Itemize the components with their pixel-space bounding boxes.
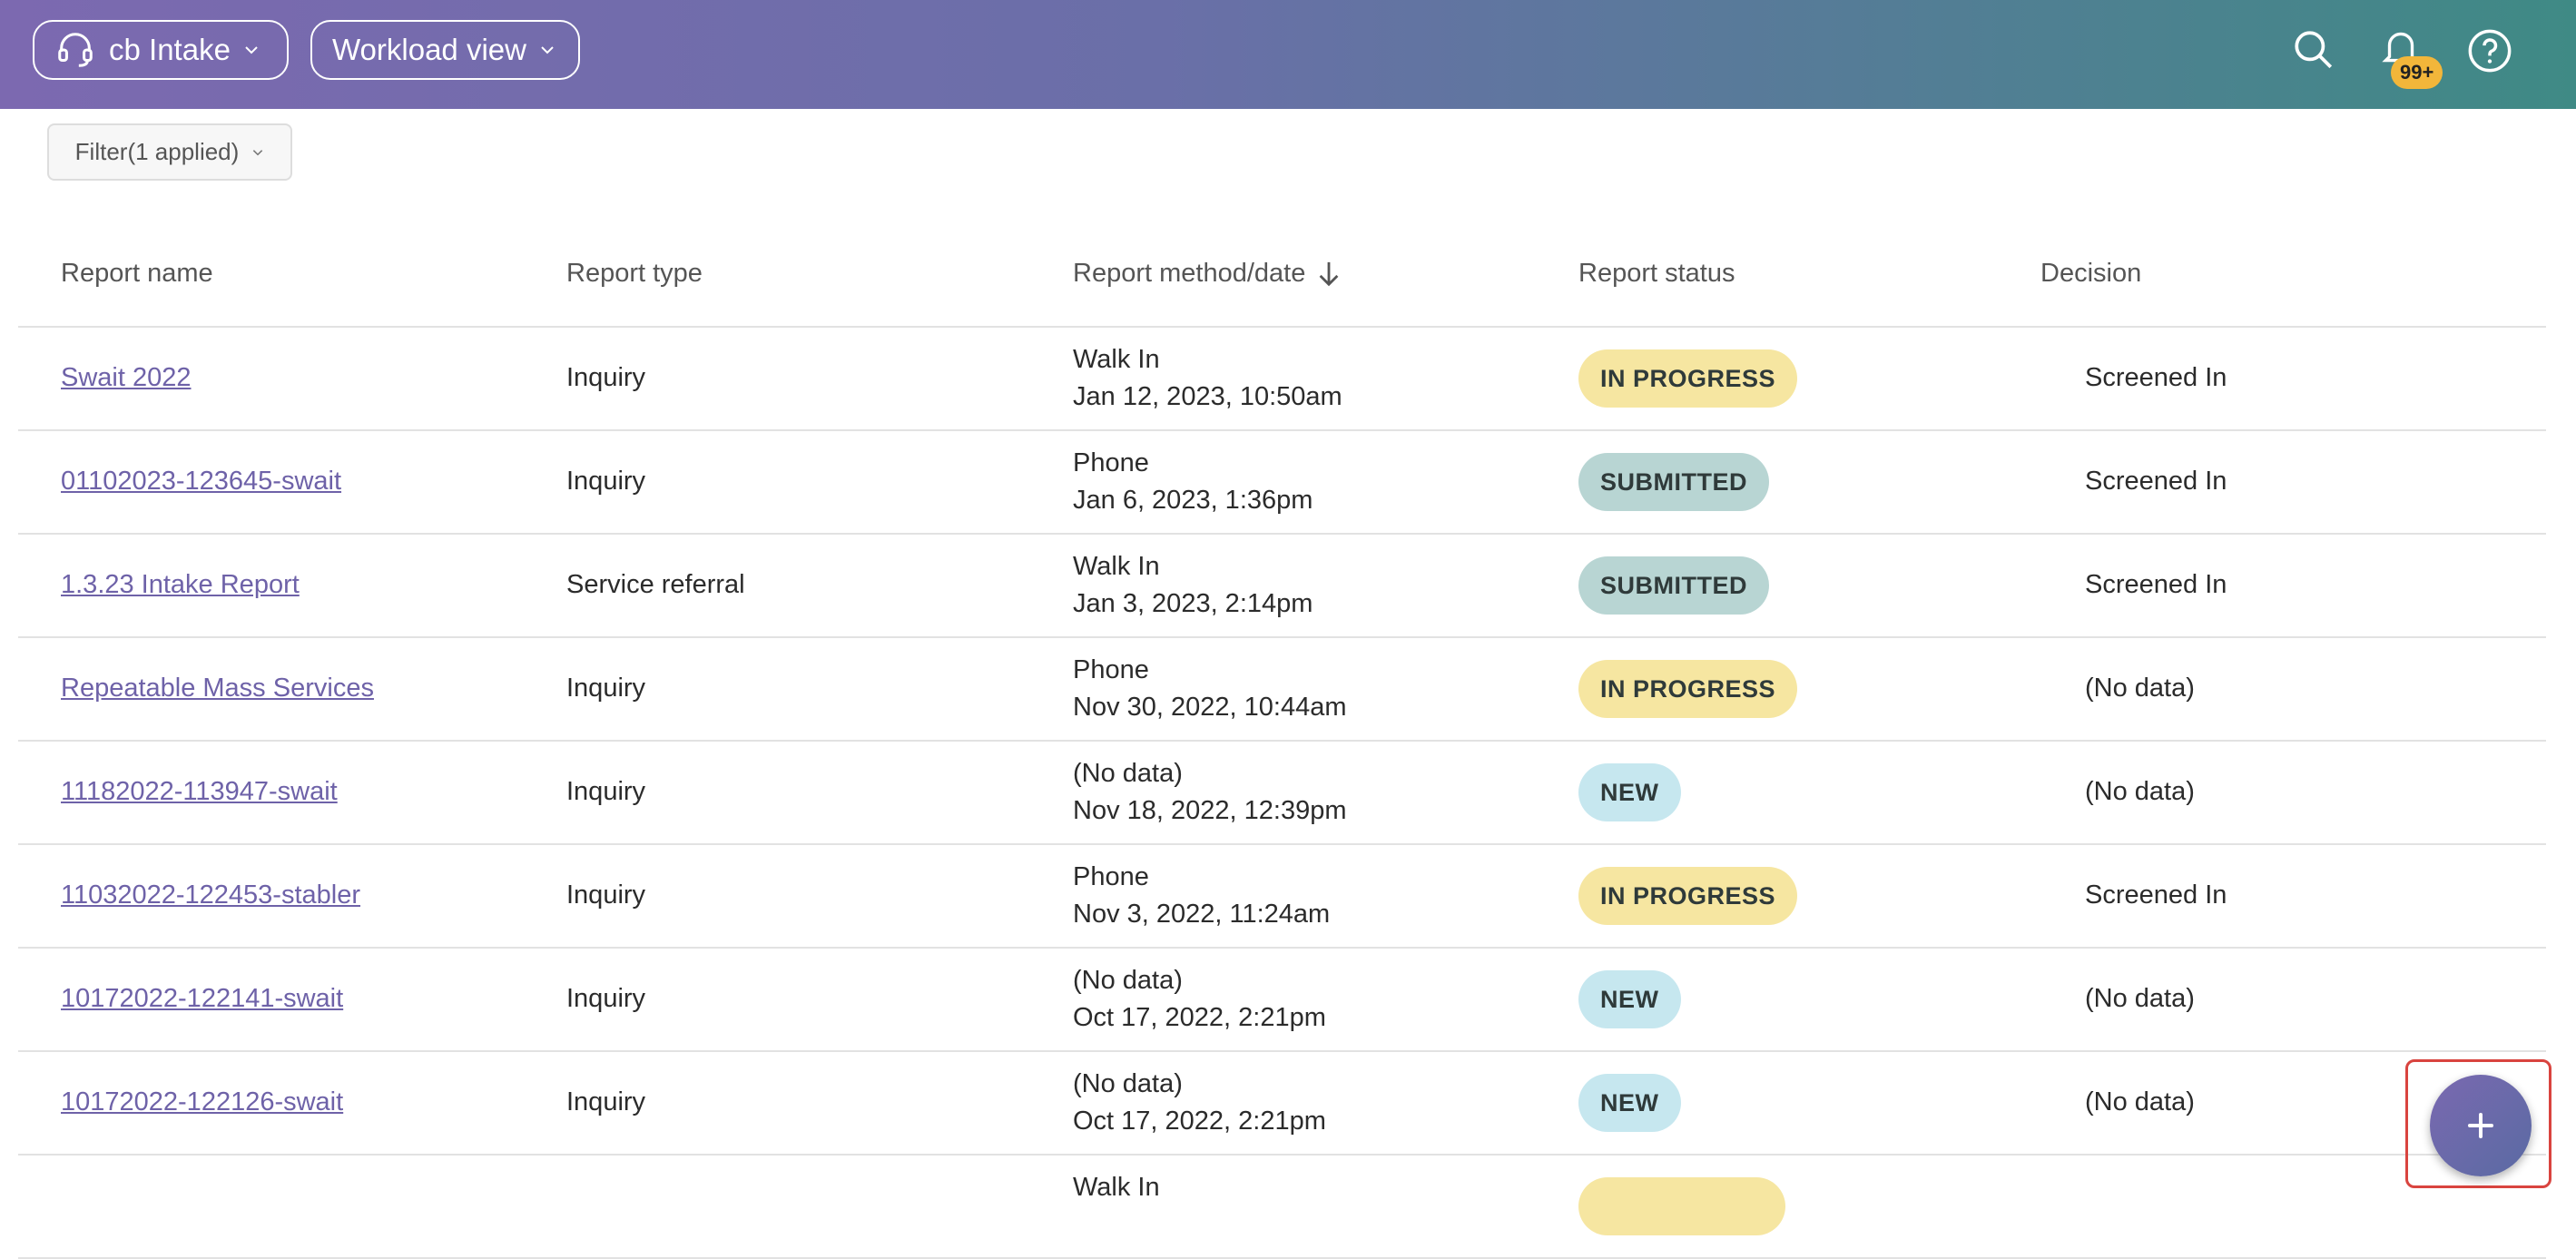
column-header: Report status <box>1578 259 1735 289</box>
status-badge <box>1578 1177 1785 1235</box>
decision: (No data) <box>2085 1087 2195 1116</box>
report-date: Jan 3, 2023, 2:14pm <box>1073 589 1313 618</box>
report-link[interactable]: 10172022-122141-swait <box>61 984 344 1013</box>
report-link[interactable]: 1.3.23 Intake Report <box>61 570 300 599</box>
add-button[interactable] <box>2430 1075 2532 1176</box>
report-method-date: Phone Nov 30, 2022, 10:44am <box>1073 655 1346 723</box>
row-divider <box>18 1154 2546 1156</box>
column-header-label: Report method/date <box>1073 259 1306 288</box>
report-method: Walk In <box>1073 552 1160 581</box>
report-type: Inquiry <box>566 363 646 392</box>
report-method: Phone <box>1073 862 1149 891</box>
report-method: (No data) <box>1073 1069 1183 1098</box>
report-method-date: Walk In Jan 12, 2023, 10:50am <box>1073 345 1342 412</box>
decision: (No data) <box>2085 674 2195 703</box>
report-link[interactable]: 11182022-113947-swait <box>61 777 338 806</box>
status-badge: SUBMITTED <box>1578 556 1769 615</box>
filter-button[interactable]: Filter(1 applied) <box>47 123 292 181</box>
status-badge: NEW <box>1578 1074 1681 1132</box>
notification-badge: 99+ <box>2391 56 2443 89</box>
filter-label: Filter(1 applied) <box>74 138 240 165</box>
status-badge: NEW <box>1578 970 1681 1028</box>
status-badge: NEW <box>1578 763 1681 821</box>
report-method-date: (No data) Nov 18, 2022, 12:39pm <box>1073 759 1346 826</box>
column-header-label: Report type <box>566 259 703 288</box>
search-icon[interactable] <box>2291 27 2336 73</box>
decision: Screened In <box>2085 880 2227 910</box>
row-divider <box>18 740 2546 742</box>
decision: Screened In <box>2085 570 2227 599</box>
report-link[interactable]: 01102023-123645-swait <box>61 467 342 496</box>
sort-arrow[interactable] <box>1316 261 1342 288</box>
decision: (No data) <box>2085 984 2195 1013</box>
help-icon[interactable] <box>2466 27 2513 74</box>
report-date: Jan 6, 2023, 1:36pm <box>1073 486 1313 515</box>
row-divider <box>18 636 2546 638</box>
decision: Screened In <box>2085 467 2227 496</box>
status-badge: SUBMITTED <box>1578 453 1769 511</box>
report-date: Nov 30, 2022, 10:44am <box>1073 693 1347 722</box>
report-date: Jan 12, 2023, 10:50am <box>1073 382 1342 411</box>
highlight-box <box>2405 1059 2551 1188</box>
report-type: Inquiry <box>566 777 646 806</box>
column-header: Report method/date <box>1073 259 1342 289</box>
report-link[interactable]: Repeatable Mass Services <box>61 674 374 703</box>
column-header: Decision <box>2040 259 2141 289</box>
status-badge: IN PROGRESS <box>1578 867 1798 925</box>
report-type: Service referral <box>566 570 745 599</box>
report-method: Phone <box>1073 655 1149 684</box>
report-method-date: (No data) Oct 17, 2022, 2:21pm <box>1073 966 1326 1033</box>
top-bar: cb Intake Workload view 99+ <box>0 0 2576 109</box>
view-button[interactable]: Workload view <box>310 20 580 80</box>
report-method-date: Walk In Jan 3, 2023, 2:14pm <box>1073 552 1313 619</box>
report-type: Inquiry <box>566 880 646 910</box>
report-link[interactable]: Swait 2022 <box>61 363 192 392</box>
report-method: Phone <box>1073 448 1149 477</box>
view-label: Workload view <box>332 33 526 66</box>
column-header: Report type <box>566 259 703 289</box>
report-method: Walk In <box>1073 1173 1160 1202</box>
row-divider <box>18 326 2546 328</box>
workspace-button[interactable]: cb Intake <box>33 20 289 80</box>
report-type: Inquiry <box>566 1087 646 1116</box>
report-method-date: Phone Nov 3, 2022, 11:24am <box>1073 862 1330 929</box>
row-divider <box>18 533 2546 535</box>
report-method: Walk In <box>1073 345 1160 374</box>
report-method-date: Walk In <box>1073 1173 1160 1203</box>
column-header-label: Report status <box>1578 259 1735 288</box>
report-date: Oct 17, 2022, 2:21pm <box>1073 1003 1326 1032</box>
row-divider <box>18 843 2546 845</box>
column-header-label: Report name <box>61 259 213 288</box>
report-method: (No data) <box>1073 759 1183 788</box>
decision: Screened In <box>2085 363 2227 392</box>
headset-icon <box>58 33 93 67</box>
workspace-label: cb Intake <box>109 33 231 66</box>
report-type: Inquiry <box>566 467 646 496</box>
report-date: Nov 3, 2022, 11:24am <box>1073 900 1331 929</box>
report-date: Nov 18, 2022, 12:39pm <box>1073 796 1347 825</box>
chevron <box>245 46 258 54</box>
plus-icon <box>2468 1113 2493 1138</box>
report-method: (No data) <box>1073 966 1183 995</box>
status-badge: IN PROGRESS <box>1578 349 1798 408</box>
report-type: Inquiry <box>566 674 646 703</box>
chevron <box>253 149 263 155</box>
row-divider <box>18 1050 2546 1052</box>
report-type: Inquiry <box>566 984 646 1013</box>
row-divider <box>18 947 2546 949</box>
report-link[interactable]: 11032022-122453-stabler <box>61 880 361 910</box>
report-link[interactable]: 10172022-122126-swait <box>61 1087 344 1116</box>
decision: (No data) <box>2085 777 2195 806</box>
report-method-date: Phone Jan 6, 2023, 1:36pm <box>1073 448 1313 516</box>
chevron <box>541 46 554 54</box>
row-divider <box>18 429 2546 431</box>
report-method-date: (No data) Oct 17, 2022, 2:21pm <box>1073 1069 1326 1136</box>
column-header-label: Decision <box>2040 259 2142 288</box>
status-badge: IN PROGRESS <box>1578 660 1798 718</box>
report-date: Oct 17, 2022, 2:21pm <box>1073 1107 1326 1136</box>
column-header: Report name <box>61 259 213 289</box>
